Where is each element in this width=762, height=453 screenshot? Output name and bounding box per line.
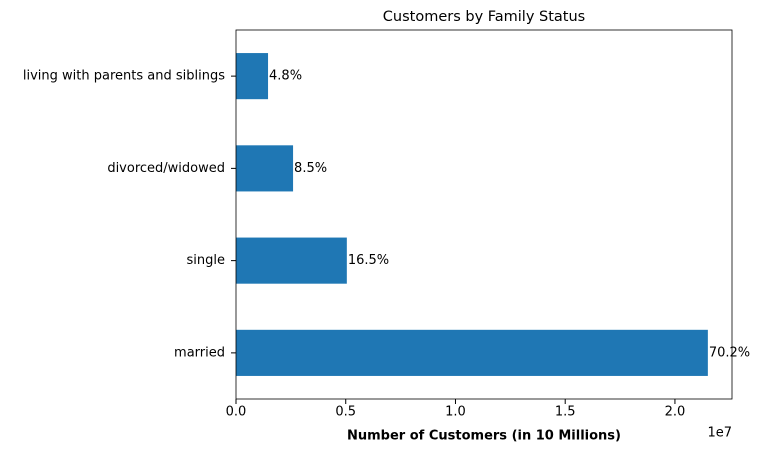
- bar: [236, 53, 269, 100]
- bar-label: 16.5%: [348, 253, 389, 268]
- chart-title: Customers by Family Status: [383, 9, 585, 25]
- y-tick-label: divorced/widowed: [107, 161, 225, 176]
- bar-label: 4.8%: [269, 69, 302, 84]
- bar-label: 8.5%: [294, 161, 327, 176]
- plot-frame: [235, 29, 733, 400]
- x-tick-label: 1.5: [555, 405, 576, 420]
- bar: [236, 145, 294, 192]
- bar: [236, 237, 347, 284]
- x-offset-label: 1e7: [707, 426, 732, 441]
- bar-label: 70.2%: [709, 345, 750, 360]
- x-axis-label: Number of Customers (in 10 Millions): [347, 429, 621, 444]
- x-tick-label: 2.0: [665, 405, 686, 420]
- x-tick-label: 0.0: [226, 405, 247, 420]
- x-tick-label: 0.5: [335, 405, 356, 420]
- y-tick-label: living with parents and siblings: [23, 69, 225, 84]
- y-tick-label: single: [187, 253, 226, 268]
- bar: [236, 329, 708, 376]
- y-tick-label: married: [174, 345, 225, 360]
- x-tick-label: 1.0: [445, 405, 466, 420]
